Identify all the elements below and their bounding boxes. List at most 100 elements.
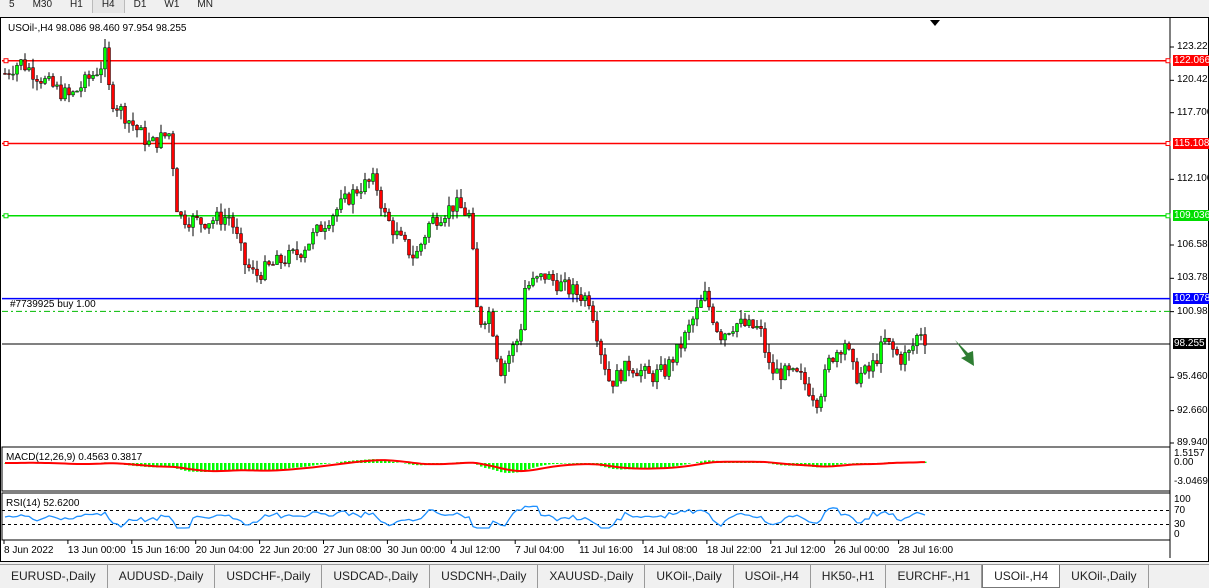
candle-body xyxy=(915,335,919,347)
chart-tab[interactable]: USDCNH-,Daily xyxy=(430,565,539,588)
chart-tab[interactable]: USDCHF-,Daily xyxy=(215,565,323,588)
macd-histogram-bar xyxy=(240,463,243,470)
candle-body xyxy=(631,370,635,374)
candle-body xyxy=(791,368,795,371)
y-tick-label: 95.460 xyxy=(1177,371,1208,383)
rsi-tick-label: 100 xyxy=(1174,494,1191,505)
candle-body xyxy=(339,198,343,210)
chart-tab[interactable]: HK50-,H1 xyxy=(811,565,887,588)
candle-body xyxy=(111,84,115,109)
candle-body xyxy=(499,358,503,376)
candle-body xyxy=(591,305,595,321)
candle-body xyxy=(419,243,423,252)
candle-body xyxy=(719,331,723,341)
macd-histogram-bar xyxy=(156,463,159,468)
chart-tab[interactable]: XAUUSD-,Daily xyxy=(538,565,646,588)
chart-tab[interactable]: EURUSD-,Daily xyxy=(0,565,108,588)
chart-tab[interactable]: USOil-,H4 xyxy=(982,565,1061,588)
macd-histogram-bar xyxy=(280,463,283,470)
candle-body xyxy=(115,108,119,111)
candle-body xyxy=(287,250,291,264)
candle-body xyxy=(695,307,699,320)
timeframe-H4[interactable]: H4 xyxy=(91,0,125,13)
candle-body xyxy=(887,337,891,342)
candle-body xyxy=(223,216,227,225)
macd-histogram-bar xyxy=(208,463,211,472)
macd-histogram-bar xyxy=(284,463,287,469)
chart-tab[interactable]: UKOil-,Daily xyxy=(645,565,734,588)
macd-histogram-bar xyxy=(316,463,319,465)
y-tick-label: 123.220 xyxy=(1177,41,1209,52)
candle-body xyxy=(815,399,819,408)
chart-tab[interactable]: UKOil-,Daily xyxy=(1060,565,1149,588)
candle-body xyxy=(755,325,759,329)
x-tick-label: 27 Jun 08:00 xyxy=(323,545,382,556)
macd-histogram-bar xyxy=(248,463,251,471)
timeframe-M30[interactable]: M30 xyxy=(32,0,53,10)
macd-histogram-bar xyxy=(324,463,327,464)
chart-shift-marker xyxy=(930,20,940,26)
timeframe-D1[interactable]: D1 xyxy=(133,0,147,10)
candle-body xyxy=(879,341,883,364)
candle-body xyxy=(671,359,675,363)
chart-tab[interactable]: USDCAD-,Daily xyxy=(322,565,431,588)
candle-body xyxy=(415,250,419,259)
candle-body xyxy=(839,352,843,355)
timeframe-5[interactable]: 5 xyxy=(9,0,15,10)
candle-body xyxy=(203,224,207,229)
candle-body xyxy=(135,125,139,131)
chart-tab[interactable]: AUDUSD-,Daily xyxy=(108,565,216,588)
candle-body xyxy=(395,230,399,236)
y-tick-label: 120.420 xyxy=(1177,74,1209,86)
candle-body xyxy=(527,285,531,289)
candle-body xyxy=(399,230,403,236)
candle-body xyxy=(651,373,655,383)
candle-body xyxy=(299,254,303,258)
candle-body xyxy=(387,211,391,221)
candle-body xyxy=(883,337,887,343)
macd-histogram-bar xyxy=(504,463,507,473)
macd-histogram-bar xyxy=(260,463,263,472)
y-tick-label: 112.100 xyxy=(1177,173,1209,185)
candle-body xyxy=(103,47,107,70)
candle-body xyxy=(611,380,615,387)
timeframe-W1[interactable]: W1 xyxy=(164,0,180,10)
timeframe-H1[interactable]: H1 xyxy=(70,0,83,10)
rsi-tick-label: 70 xyxy=(1174,504,1186,516)
macd-histogram-bar xyxy=(392,461,395,463)
candle-body xyxy=(151,137,155,142)
candle-body xyxy=(383,207,387,213)
macd-histogram-bar xyxy=(540,463,543,466)
macd-signal-line xyxy=(4,459,926,473)
macd-histogram-bar xyxy=(840,463,843,465)
candle-body xyxy=(87,74,91,79)
candle-body xyxy=(407,239,411,256)
candle-body xyxy=(271,264,275,266)
x-tick-label: 8 Jun 2022 xyxy=(4,545,54,556)
candle-body xyxy=(683,332,687,349)
macd-histogram-bar xyxy=(308,463,311,467)
chart-tab[interactable]: EURCHF-,H1 xyxy=(886,565,983,588)
level-handle xyxy=(3,58,9,64)
macd-histogram-bar xyxy=(552,463,555,465)
macd-histogram-bar xyxy=(824,463,827,467)
candle-body xyxy=(463,207,467,216)
macd-histogram-bar xyxy=(684,463,687,465)
candle-body xyxy=(315,224,319,233)
macd-histogram-bar xyxy=(196,463,199,472)
macd-histogram-bar xyxy=(644,463,647,469)
macd-histogram-bar xyxy=(664,463,667,468)
timeframe-MN[interactable]: MN xyxy=(197,0,213,10)
macd-histogram-bar xyxy=(192,463,195,472)
candle-body xyxy=(899,354,903,365)
chart-tab[interactable]: USOil-,H4 xyxy=(734,565,811,588)
macd-histogram-bar xyxy=(224,463,227,471)
candle-body xyxy=(259,275,263,280)
candle-body xyxy=(871,360,875,372)
candle-body xyxy=(503,363,507,376)
candle-body xyxy=(615,370,619,387)
candle-body xyxy=(291,249,295,251)
candle-body xyxy=(803,372,807,385)
candle-body xyxy=(891,341,895,350)
